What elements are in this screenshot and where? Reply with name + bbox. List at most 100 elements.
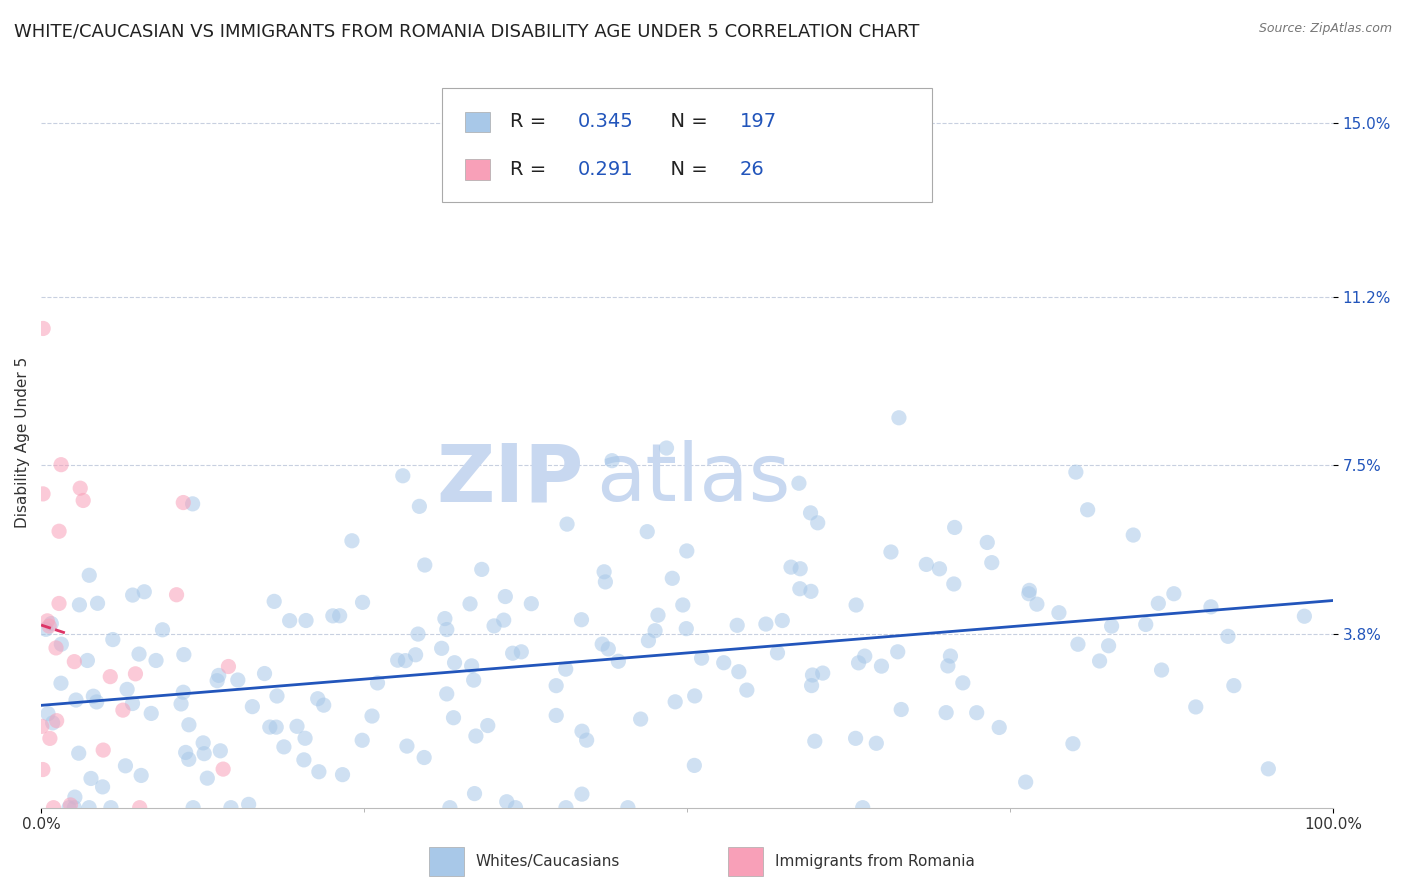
Whites/Caucasians: [208, 668, 231, 682]
Whites/Caucasians: [848, 656, 870, 670]
Whites/Caucasians: [617, 800, 640, 814]
Immigrants from Romania: [48, 524, 70, 539]
Whites/Caucasians: [789, 582, 811, 596]
Whites/Caucasians: [352, 733, 374, 747]
Whites/Caucasians: [804, 734, 827, 748]
Immigrants from Romania: [63, 655, 86, 669]
Whites/Caucasians: [988, 721, 1011, 735]
Immigrants from Romania: [32, 487, 55, 501]
Whites/Caucasians: [800, 679, 823, 693]
Whites/Caucasians: [408, 500, 430, 514]
Whites/Caucasians: [405, 648, 427, 662]
Whites/Caucasians: [464, 787, 486, 801]
Whites/Caucasians: [114, 759, 136, 773]
Whites/Caucasians: [595, 574, 617, 589]
Whites/Caucasians: [394, 654, 416, 668]
Whites/Caucasians: [443, 656, 465, 670]
Whites/Caucasians: [1067, 637, 1090, 651]
Whites/Caucasians: [285, 719, 308, 733]
Whites/Caucasians: [51, 637, 73, 651]
Whites/Caucasians: [63, 790, 86, 805]
Whites/Caucasians: [644, 624, 666, 638]
Whites/Caucasians: [238, 797, 260, 812]
Whites/Caucasians: [727, 665, 749, 679]
Whites/Caucasians: [413, 750, 436, 764]
Text: 26: 26: [740, 160, 765, 179]
Whites/Caucasians: [253, 666, 276, 681]
Whites/Caucasians: [352, 595, 374, 609]
Immigrants from Romania: [48, 597, 70, 611]
Whites/Caucasians: [181, 497, 204, 511]
Immigrants from Romania: [212, 762, 235, 776]
Whites/Caucasians: [76, 653, 98, 667]
Whites/Caucasians: [307, 691, 329, 706]
Text: N =: N =: [658, 160, 714, 179]
Whites/Caucasians: [787, 476, 810, 491]
FancyBboxPatch shape: [465, 160, 491, 179]
Whites/Caucasians: [725, 618, 748, 632]
Whites/Caucasians: [495, 795, 517, 809]
Whites/Caucasians: [340, 533, 363, 548]
Whites/Caucasians: [939, 648, 962, 663]
Whites/Caucasians: [205, 673, 228, 688]
Whites/Caucasians: [675, 622, 697, 636]
Whites/Caucasians: [292, 753, 315, 767]
Whites/Caucasians: [593, 565, 616, 579]
Immigrants from Romania: [98, 670, 121, 684]
Whites/Caucasians: [174, 746, 197, 760]
Whites/Caucasians: [387, 653, 409, 667]
Whites/Caucasians: [799, 506, 821, 520]
Whites/Caucasians: [1199, 599, 1222, 614]
Immigrants from Romania: [124, 666, 146, 681]
Whites/Caucasians: [134, 584, 156, 599]
Whites/Caucasians: [853, 649, 876, 664]
Whites/Caucasians: [35, 623, 58, 637]
Text: 0.345: 0.345: [578, 112, 634, 131]
Whites/Caucasians: [430, 641, 453, 656]
Whites/Caucasians: [571, 613, 593, 627]
Whites/Caucasians: [555, 800, 578, 814]
Whites/Caucasians: [121, 588, 143, 602]
Immigrants from Romania: [45, 640, 67, 655]
Immigrants from Romania: [45, 714, 67, 728]
Whites/Caucasians: [191, 736, 214, 750]
Whites/Caucasians: [1294, 609, 1316, 624]
Whites/Caucasians: [439, 800, 461, 814]
Whites/Caucasians: [63, 800, 86, 814]
Immigrants from Romania: [49, 458, 72, 472]
Whites/Caucasians: [546, 708, 568, 723]
Immigrants from Romania: [42, 800, 65, 814]
Whites/Caucasians: [852, 800, 875, 814]
Whites/Caucasians: [77, 800, 100, 814]
Whites/Caucasians: [240, 699, 263, 714]
Whites/Caucasians: [1163, 587, 1185, 601]
Whites/Caucasians: [1223, 679, 1246, 693]
Immigrants from Romania: [69, 481, 91, 495]
Whites/Caucasians: [406, 627, 429, 641]
Immigrants from Romania: [166, 588, 188, 602]
Whites/Caucasians: [121, 697, 143, 711]
Whites/Caucasians: [887, 645, 910, 659]
Whites/Caucasians: [58, 800, 80, 814]
Text: N =: N =: [658, 112, 714, 131]
Whites/Caucasians: [433, 611, 456, 625]
Whites/Caucasians: [1097, 639, 1119, 653]
FancyBboxPatch shape: [465, 112, 491, 132]
Whites/Caucasians: [801, 668, 824, 682]
Text: Source: ZipAtlas.com: Source: ZipAtlas.com: [1258, 22, 1392, 36]
Whites/Caucasians: [322, 608, 344, 623]
Whites/Caucasians: [67, 598, 90, 612]
Whites/Caucasians: [460, 658, 482, 673]
Whites/Caucasians: [505, 800, 527, 814]
Immigrants from Romania: [91, 743, 114, 757]
Whites/Caucasians: [482, 619, 505, 633]
Whites/Caucasians: [443, 711, 465, 725]
Whites/Caucasians: [173, 648, 195, 662]
Whites/Caucasians: [86, 596, 108, 610]
Whites/Caucasians: [546, 679, 568, 693]
Immigrants from Romania: [38, 731, 60, 746]
Whites/Caucasians: [366, 676, 388, 690]
Immigrants from Romania: [59, 797, 82, 812]
Whites/Caucasians: [1088, 654, 1111, 668]
Whites/Caucasians: [1025, 597, 1047, 611]
